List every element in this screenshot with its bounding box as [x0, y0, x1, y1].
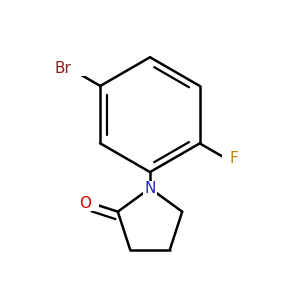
Bar — [83, 196, 99, 211]
Bar — [222, 151, 237, 166]
Bar — [142, 181, 158, 196]
Text: F: F — [230, 151, 238, 166]
Text: O: O — [79, 196, 91, 211]
Bar — [58, 61, 85, 76]
Text: N: N — [144, 181, 156, 196]
Text: Br: Br — [55, 61, 72, 76]
